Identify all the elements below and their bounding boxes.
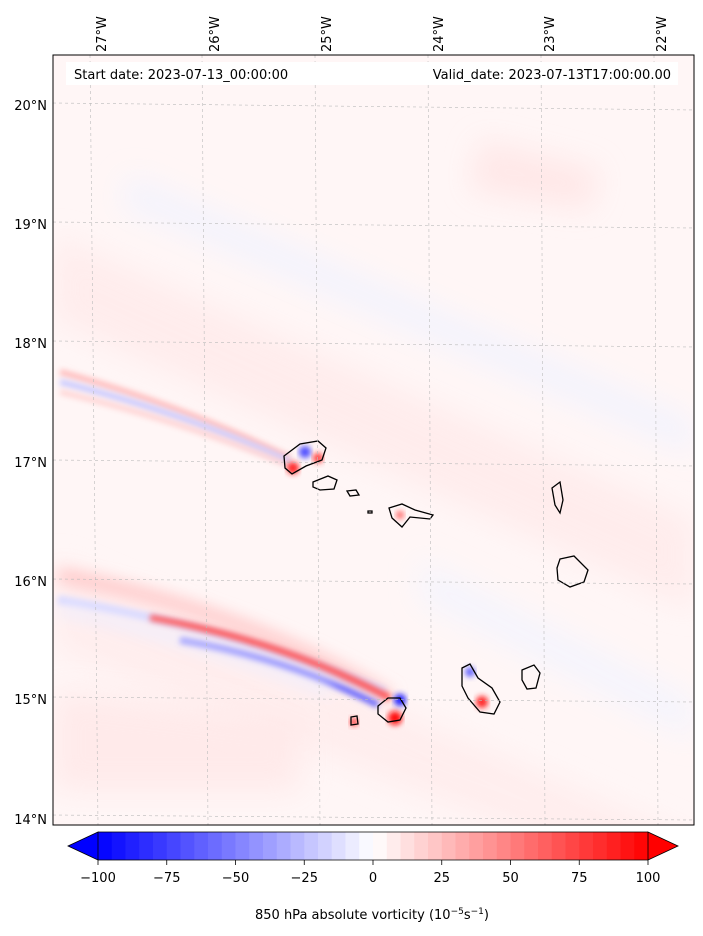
colorbar-segment <box>386 832 401 860</box>
valid-date-label: Valid_date: 2023-07-13T17:00:00.00 <box>433 68 671 83</box>
colorbar-segment <box>111 832 126 860</box>
start-date-label: Start date: 2023-07-13_00:00:00 <box>74 68 288 83</box>
lat-label-19n: 19°N <box>14 218 47 233</box>
map-frame <box>52 54 695 826</box>
lat-label-17n: 17°N <box>14 456 47 471</box>
island-sal <box>551 480 564 515</box>
colorbar-tick-label: 0 <box>369 871 377 886</box>
colorbar-tick-label: −50 <box>222 871 249 886</box>
island-santa-luzia <box>345 489 361 497</box>
colorbar-segment <box>510 832 525 860</box>
colorbar-segment <box>194 832 209 860</box>
island-coastlines <box>283 440 589 726</box>
island-santiago <box>461 663 501 715</box>
colorbar-tick-label: 25 <box>433 871 450 886</box>
colorbar-segment <box>551 832 566 860</box>
colorbar-segment <box>414 832 429 860</box>
colorbar-segment <box>593 832 608 860</box>
lon-label-22w: 22°W <box>655 16 670 52</box>
island-brava <box>350 715 359 726</box>
island-maio <box>521 664 541 690</box>
colorbar-segment <box>441 832 456 860</box>
colorbar-segment <box>483 832 498 860</box>
lat-label-16n: 16°N <box>14 575 47 590</box>
vorticity-field <box>53 55 694 825</box>
lat-label-14n: 14°N <box>14 813 47 828</box>
colorbar-segment <box>345 832 360 860</box>
colorbar-segment <box>606 832 621 860</box>
island-branco <box>367 510 373 514</box>
colorbar-segment <box>331 832 346 860</box>
colorbar-segment <box>208 832 223 860</box>
latitude-labels: 20°N 19°N 18°N 17°N 16°N 15°N 14°N <box>14 99 47 828</box>
colorbar-segment <box>373 832 388 860</box>
colorbar-segment <box>428 832 443 860</box>
colorbar-segment <box>538 832 553 860</box>
lon-label-24w: 24°W <box>432 16 447 52</box>
colorbar-segment <box>565 832 580 860</box>
colorbar-tick-label: −100 <box>80 871 116 886</box>
colorbar-tick-label: −25 <box>291 871 318 886</box>
lon-label-27w: 27°W <box>95 16 110 52</box>
colorbar-segment <box>400 832 415 860</box>
colorbar-tick-label: −75 <box>153 871 180 886</box>
colorbar-segment <box>153 832 168 860</box>
colorbar-segment <box>125 832 140 860</box>
colorbar-segment <box>180 832 195 860</box>
longitude-labels: 27°W 26°W 25°W 24°W 23°W 22°W <box>95 16 670 52</box>
lat-label-18n: 18°N <box>14 337 47 352</box>
lon-label-23w: 23°W <box>543 16 558 52</box>
colorbar-segment <box>524 832 539 860</box>
colorbar-segment <box>98 832 113 860</box>
colorbar-segment <box>318 832 333 860</box>
gridlines <box>53 55 694 825</box>
colorbar-label: 850 hPa absolute vorticity (10−5s−1) <box>255 907 489 923</box>
colorbar-segments <box>98 832 649 860</box>
colorbar-segment <box>469 832 484 860</box>
lon-label-25w: 25°W <box>320 16 335 52</box>
colorbar-min-extension <box>67 831 99 861</box>
colorbar-segment <box>166 832 181 860</box>
island-sao-vicente <box>312 475 338 491</box>
island-boa-vista <box>556 555 589 588</box>
colorbar-segment <box>620 832 635 860</box>
island-santo-antao <box>283 440 327 475</box>
colorbar-tick-label: 100 <box>636 871 661 886</box>
colorbar-max-extension <box>647 831 679 861</box>
lon-label-26w: 26°W <box>208 16 223 52</box>
colorbar-segment <box>304 832 319 860</box>
info-box <box>66 62 678 85</box>
colorbar-tick-label: 75 <box>571 871 588 886</box>
colorbar-segment <box>139 832 154 860</box>
colorbar-segment <box>221 832 236 860</box>
colorbar-segment <box>634 832 649 860</box>
colorbar-segment <box>496 832 511 860</box>
colorbar-tick-label: 50 <box>502 871 519 886</box>
colorbar-segment <box>263 832 278 860</box>
colorbar-segment <box>359 832 374 860</box>
colorbar-segment <box>249 832 264 860</box>
island-sao-nicolau <box>388 503 435 528</box>
colorbar-segment <box>455 832 470 860</box>
colorbar-segment <box>235 832 250 860</box>
colorbar-segment <box>579 832 594 860</box>
colorbar-segment <box>290 832 305 860</box>
colorbar-segment <box>276 832 291 860</box>
colorbar-ticks: −100 −75 −50 −25 0 25 50 75 100 <box>80 860 660 886</box>
colorbar: −100 −75 −50 −25 0 25 50 75 100 850 hPa absolute… <box>67 831 679 923</box>
lat-label-20n: 20°N <box>14 99 47 114</box>
lat-label-15n: 15°N <box>14 693 47 708</box>
island-fogo <box>377 697 407 723</box>
